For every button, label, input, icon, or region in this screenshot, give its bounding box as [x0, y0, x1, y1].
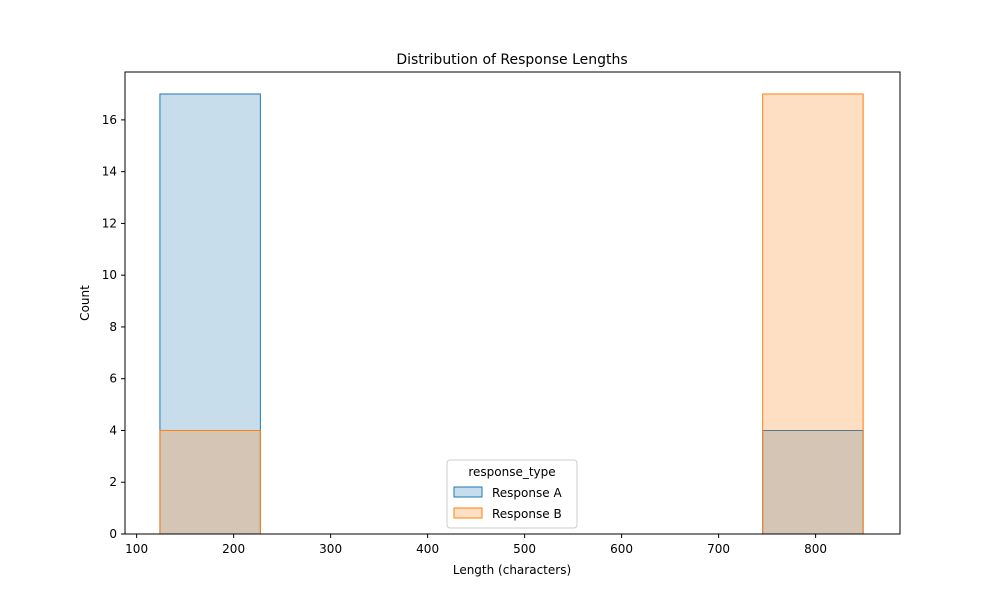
axes-layer: 100 200 300 400 500 600 700 800 0 2 4 6 8 10 12 14 16 — [102, 71, 901, 556]
x-tick-label-700: 700 — [707, 542, 730, 556]
x-axis-title: Length (characters) — [453, 563, 571, 577]
y-tick-label-8: 8 — [109, 320, 117, 334]
x-tick-label-200: 200 — [222, 542, 245, 556]
y-axis-title: Count — [78, 285, 92, 321]
x-tick-label-100: 100 — [125, 542, 148, 556]
x-tick-label-400: 400 — [416, 542, 439, 556]
x-tick-label-300: 300 — [319, 542, 342, 556]
legend-swatch-response-b — [453, 507, 483, 519]
y-tick-label-2: 2 — [109, 475, 117, 489]
y-tick-label-0: 0 — [109, 527, 117, 541]
chart-title: Distribution of Response Lengths — [396, 52, 627, 68]
legend: response_type Response A Response B — [446, 459, 578, 529]
y-tick-label-4: 4 — [109, 423, 117, 437]
x-tick-label-600: 600 — [610, 542, 633, 556]
y-tick-label-10: 10 — [102, 268, 117, 282]
y-tick-label-12: 12 — [102, 216, 117, 230]
bar-response-b-bin-6 — [762, 93, 864, 535]
bar-response-a-bin-0 — [159, 93, 261, 535]
bar-response-b-bin-0 — [159, 429, 261, 535]
legend-label-response-b: Response B — [492, 507, 562, 521]
legend-title: response_type — [468, 465, 555, 479]
y-tick-label-14: 14 — [102, 165, 117, 179]
y-tick-label-6: 6 — [109, 372, 117, 386]
y-tick-label-16: 16 — [102, 113, 117, 127]
x-tick-label-800: 800 — [804, 542, 827, 556]
legend-frame — [446, 459, 578, 529]
x-tick-label-500: 500 — [513, 542, 536, 556]
plot-frame — [124, 71, 901, 535]
legend-label-response-a: Response A — [492, 486, 562, 500]
legend-swatch-response-a — [453, 486, 483, 498]
